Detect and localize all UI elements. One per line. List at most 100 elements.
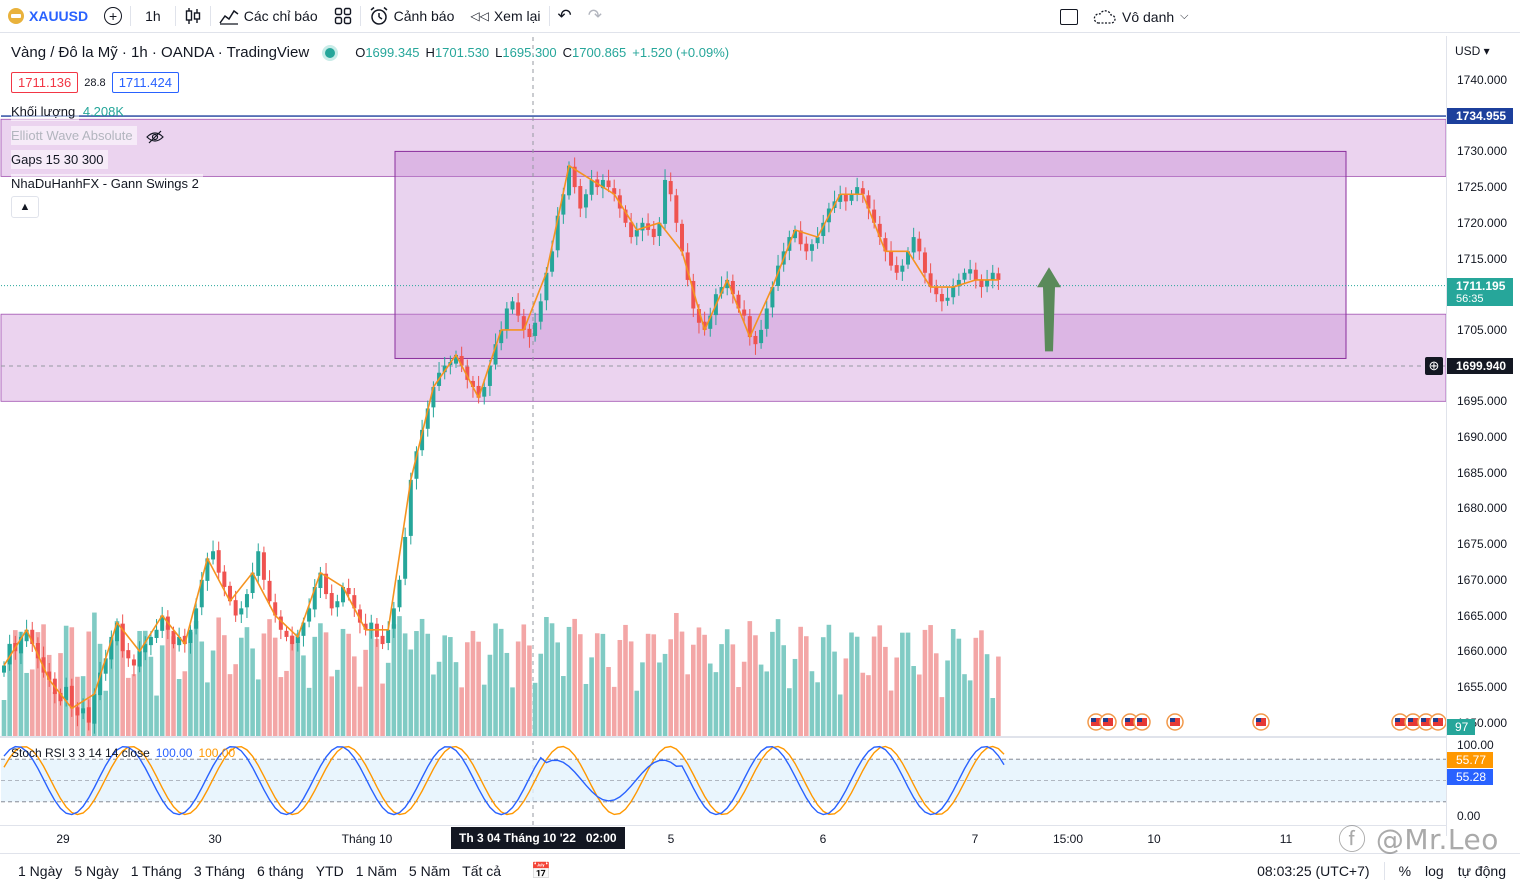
range-button[interactable]: 1 Ngày [18, 862, 63, 879]
time-axis[interactable]: 29 30 Tháng 10 5 6 7 15:00 10 11 Th 3 04 Tháng 10… [0, 825, 1446, 851]
gann-swings-label: NhaDuHanhFX - Gann Swings 2 [11, 174, 203, 193]
candle-body [623, 209, 628, 223]
overlay-layer [1037, 267, 1446, 731]
volume-bar [340, 628, 346, 736]
candle-body [809, 244, 814, 251]
range-button[interactable]: 3 Tháng [193, 862, 245, 879]
candle-body [634, 229, 639, 237]
fullscreen-icon[interactable] [1060, 8, 1078, 25]
volume-bar [747, 621, 753, 736]
candle-body [408, 479, 413, 536]
gaps-legend[interactable]: Gaps 15 30 300 [11, 150, 108, 169]
candle-body [69, 685, 74, 709]
volume-bar [425, 633, 431, 736]
candle-body [346, 588, 351, 595]
price-scale-label: 1705.000 [1457, 322, 1508, 337]
price-scale[interactable]: 1740.000 1730.000 1725.000 1720.000 1715.000… [1446, 36, 1520, 836]
alerts-button[interactable]: Cảnh báo [361, 0, 463, 33]
add-alert-plus-icon[interactable]: ⊕ [1425, 357, 1443, 375]
sell-button[interactable]: 1711.136 [11, 72, 79, 93]
stoch-k-tag: 55.77 [1447, 752, 1493, 768]
range-button[interactable]: 5 Ngày [74, 862, 119, 879]
candle-body [86, 707, 91, 723]
volume-bar [318, 623, 323, 736]
price-scale-label: 1655.000 [1457, 679, 1508, 694]
log-toggle[interactable]: log [1425, 863, 1444, 879]
volume-legend[interactable]: Khối lượng 4.208K [11, 102, 124, 121]
candle-body [143, 644, 148, 653]
volume-bar [651, 634, 657, 736]
range-button[interactable]: YTD [315, 862, 344, 879]
us-flag-icon [1408, 718, 1413, 722]
percent-toggle[interactable]: % [1398, 863, 1412, 879]
buy-button[interactable]: 1711.424 [111, 72, 179, 93]
range-button[interactable]: 1 Năm [355, 862, 397, 879]
volume-bar [470, 630, 476, 736]
candle-body [216, 550, 221, 573]
elliott-wave-legend[interactable]: Elliott Wave Absolute [11, 126, 165, 145]
us-flag-icon [1170, 718, 1175, 722]
redo-icon: ↷ [587, 6, 603, 25]
volume-bar [171, 636, 176, 736]
collapse-legend-button[interactable]: ▲ [11, 196, 39, 218]
symbol-search-button[interactable]: XAUUSD [0, 0, 96, 33]
volume-bar [996, 656, 1001, 736]
candle-body [894, 265, 899, 273]
rewind-icon: ◁◁ [470, 9, 489, 23]
indicators-button[interactable]: Các chỉ báo [211, 0, 326, 33]
compare-symbol-button[interactable]: + [96, 0, 130, 33]
stoch-rsi-legend[interactable]: Stoch RSI 3 3 14 14 close 100.00 100.00 [11, 746, 235, 760]
range-button[interactable]: 6 tháng [256, 862, 304, 879]
candle-body [312, 586, 317, 610]
volume-bar [210, 650, 216, 736]
symbol-title[interactable]: Vàng / Đô la Mỹ · 1h · OANDA · TradingVi… [11, 44, 310, 61]
time-axis-label: 6 [819, 832, 827, 846]
candle-body [81, 708, 86, 714]
volume-bar [724, 629, 730, 736]
layouts-button[interactable] [326, 0, 360, 33]
us-flag-icon [1125, 718, 1130, 722]
currency-selector[interactable]: USD ▾ [1455, 44, 1490, 58]
layout-name: Vô danh [1122, 8, 1175, 25]
gann-swings-legend[interactable]: NhaDuHanhFX - Gann Swings 2 [11, 174, 203, 193]
range-button[interactable]: 5 Năm [408, 862, 451, 879]
candle-body [335, 601, 340, 608]
chart-canvas[interactable] [0, 0, 1446, 852]
chart-type-button[interactable] [176, 0, 210, 33]
volume-bar [159, 645, 165, 736]
top-toolbar: XAUUSD + 1h Các chỉ báo Cảnh báo ◁◁ Xem … [0, 0, 1520, 33]
eye-hidden-icon[interactable] [146, 130, 165, 144]
volume-bar [566, 626, 572, 736]
candle-body [199, 579, 204, 608]
replay-button[interactable]: ◁◁ Xem lại [462, 0, 548, 33]
volume-bar [374, 639, 380, 736]
stoch-k-line [3, 745, 1005, 816]
redo-button[interactable]: ↷ [580, 0, 610, 33]
candle-body [278, 616, 283, 630]
range-button[interactable]: 1 Tháng [130, 862, 182, 879]
volume-bar [255, 679, 261, 736]
interval-button[interactable]: 1h [131, 0, 175, 33]
candle-body [205, 558, 210, 581]
volume-bar [888, 690, 894, 736]
us-flag-icon [1421, 718, 1426, 722]
candle-body [640, 222, 645, 231]
gann-swings-layer [3, 164, 999, 710]
undo-button[interactable]: ↶ [550, 0, 580, 33]
volume-bar [544, 617, 549, 736]
goto-date-icon[interactable]: 📅 [531, 862, 551, 880]
volume-bar [572, 618, 577, 736]
layout-name-menu[interactable]: Vô danh ⌵ [1092, 9, 1189, 25]
price-scale-label: 1730.000 [1457, 144, 1508, 159]
open-key: O [355, 45, 366, 60]
candle-body [256, 551, 261, 576]
candle-body [934, 287, 939, 295]
candle-body [968, 269, 973, 274]
candle-body [702, 321, 707, 330]
volume-bar [594, 633, 600, 736]
auto-toggle[interactable]: tự động [1457, 863, 1506, 879]
candle-body [764, 308, 769, 329]
range-button[interactable]: Tất cả [462, 862, 502, 879]
candle-body [284, 630, 289, 637]
clock[interactable]: 08:03:25 (UTC+7) [1257, 863, 1370, 879]
